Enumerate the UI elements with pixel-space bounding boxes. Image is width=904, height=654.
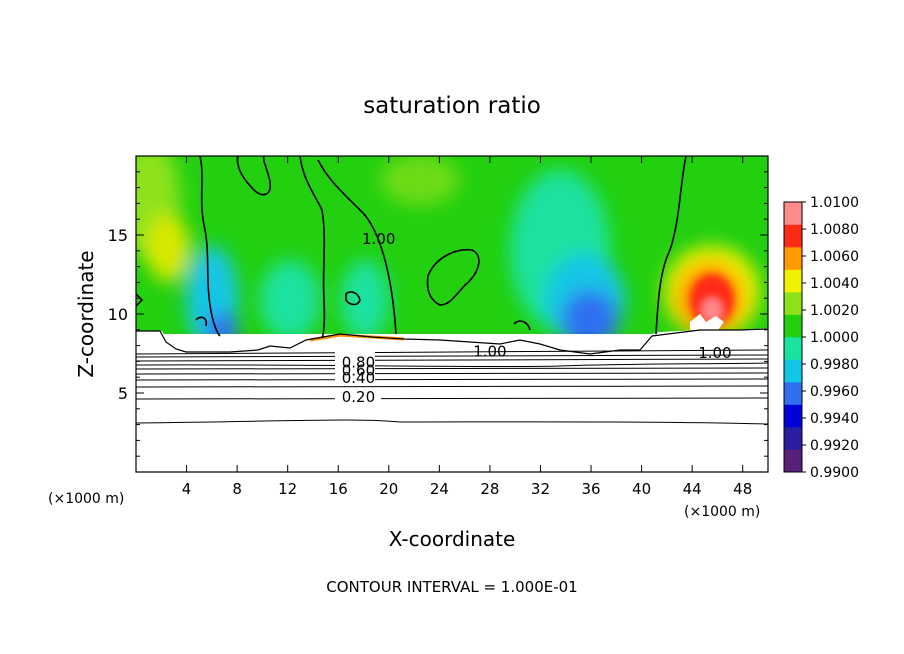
contour-label: 1.00 <box>473 342 506 360</box>
contour-layer-2 <box>136 354 768 358</box>
contour-layer-8 <box>136 385 768 388</box>
x-tick-label: 8 <box>232 480 242 498</box>
x-tick-label: 4 <box>182 480 192 498</box>
cloud-base-cap-right2 <box>690 314 724 330</box>
x-tick-label: 24 <box>430 480 449 498</box>
contour-layer-3 <box>136 358 768 362</box>
y-tick-label: 5 <box>118 384 128 403</box>
colorbar-label: 1.0060 <box>810 249 859 265</box>
y-axis-label: Z-coordinate <box>74 250 98 377</box>
colorbar-label: 0.9920 <box>810 438 859 454</box>
cloud-base-cap-left <box>136 331 168 344</box>
label-box-020 <box>335 391 381 405</box>
contour-one-edge <box>136 293 144 307</box>
x-axis-label: X-coordinate <box>389 527 516 551</box>
shade-light-green-top <box>380 156 460 206</box>
contour-one-loop-small <box>345 291 361 306</box>
colorbar-label: 0.9900 <box>810 465 859 481</box>
contour-layer-1 <box>136 349 768 355</box>
contour-one-right <box>655 156 687 335</box>
chart-title: saturation ratio <box>363 93 541 119</box>
colorbar-swatch <box>784 427 802 450</box>
colorbar-label: 0.9940 <box>810 411 859 427</box>
colorbar-label: 1.0040 <box>810 276 859 292</box>
contour-one-diag <box>317 159 397 335</box>
contour-one-loop-lower <box>426 249 480 306</box>
x-tick-label: 20 <box>379 480 398 498</box>
colorbar-swatch <box>784 292 802 315</box>
x-tick-label: 44 <box>683 480 702 498</box>
cloud-base-contour <box>136 328 768 355</box>
field-area <box>136 156 768 472</box>
colorbar-label: 0.9960 <box>810 384 859 400</box>
colorbar-swatch <box>784 359 802 383</box>
colorbar-swatch <box>784 337 802 360</box>
label-box-080 <box>335 350 375 362</box>
contour-label: 0.80 <box>342 353 375 371</box>
x-unit-right: (×1000 m) <box>684 504 760 520</box>
shade-seagreen-mid2 <box>341 260 389 340</box>
x-tick-label: 12 <box>278 480 297 498</box>
label-box-040 <box>335 371 375 385</box>
contour-one-left <box>199 156 221 337</box>
colorbar-swatch <box>784 449 802 473</box>
x-unit-left: (×1000 m) <box>48 491 124 507</box>
colorbar-label: 0.9980 <box>810 357 859 373</box>
x-tick-label: 36 <box>581 480 600 498</box>
y-tick-label: 10 <box>108 305 128 324</box>
contour-one-wiggle-left <box>195 316 208 327</box>
colorbar-swatch <box>784 404 802 428</box>
contour-layer-6 <box>136 372 768 375</box>
colorbar-swatch <box>784 382 802 405</box>
label-box-060 <box>335 362 375 372</box>
y-axis-ticks: 5 10 15 <box>108 171 768 457</box>
colorbar-label: 1.0100 <box>810 195 859 211</box>
contour-label: 0.60 <box>342 361 375 379</box>
contour-one-top-loop <box>236 156 272 196</box>
contour-one-wiggle-right <box>513 320 531 331</box>
contour-label: 1.00 <box>362 230 395 248</box>
x-tick-label: 28 <box>480 480 499 498</box>
x-tick-label: 48 <box>733 480 752 498</box>
contour-layer-4 <box>136 362 768 368</box>
colorbar-swatch <box>784 247 802 270</box>
contour-labels: 1.00 1.00 1.00 0.800.600.400.20 <box>342 230 732 406</box>
contour-layer-10 <box>136 419 768 425</box>
x-tick-label: 40 <box>632 480 651 498</box>
contour-label: 0.20 <box>342 388 375 406</box>
contour-interval-note: CONTOUR INTERVAL = 1.000E-01 <box>326 578 577 596</box>
contour-label: 1.00 <box>698 344 731 362</box>
cloud-base-white <box>136 334 768 472</box>
contour-one <box>136 156 687 339</box>
x-tick-label: 32 <box>531 480 550 498</box>
y-tick-label: 15 <box>108 226 128 245</box>
shade-yellow-left <box>146 214 190 282</box>
shade-pink-core <box>702 298 722 322</box>
colorbar: 1.0100 1.0080 1.0060 1.0040 1.0020 1.0000 0.99… <box>783 195 859 481</box>
x-tick-label: 16 <box>329 480 348 498</box>
colorbar-swatch <box>784 269 802 293</box>
contour-layer-5 <box>136 367 768 370</box>
colorbar-swatch <box>784 314 802 338</box>
colorbar-label: 1.0080 <box>810 222 859 238</box>
colorbar-swatch <box>784 224 802 248</box>
x-axis-ticks: 4 8 12 16 20 24 28 32 36 40 44 48 <box>182 156 752 498</box>
shade-seagreen-mid1 <box>260 260 320 340</box>
colorbar-swatch <box>784 202 802 225</box>
contour-one-mid <box>299 156 326 339</box>
contour-layer-7 <box>136 378 768 381</box>
colorbar-label: 1.0020 <box>810 303 859 319</box>
contour-label: 0.40 <box>342 369 375 387</box>
colorbar-label: 1.0000 <box>810 330 859 346</box>
